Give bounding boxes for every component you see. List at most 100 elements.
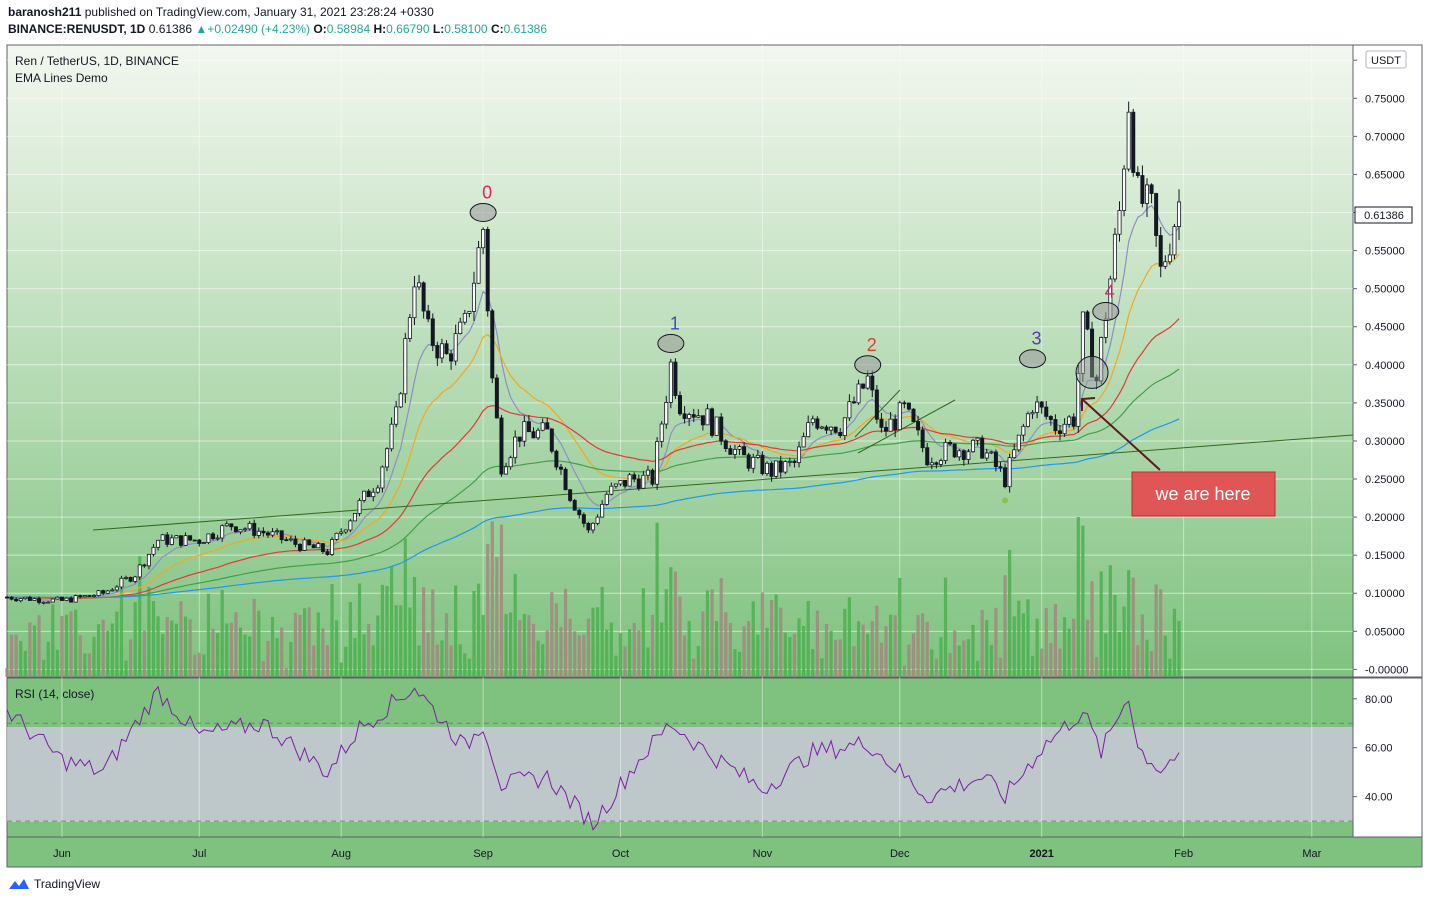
- volume-bar: [124, 660, 128, 677]
- signal-dot: [1002, 497, 1009, 504]
- x-tick-label: Dec: [890, 848, 910, 860]
- candle-body: [833, 426, 838, 433]
- volume-bar: [472, 591, 476, 677]
- publish-header: baranosh211 published on TradingView.com…: [8, 5, 434, 19]
- candle-body: [229, 523, 234, 528]
- publisher-name[interactable]: baranosh211: [8, 5, 82, 19]
- candle-body: [1172, 226, 1177, 256]
- volume-bar: [431, 589, 435, 677]
- candle-body: [650, 469, 655, 485]
- rsi-title[interactable]: RSI (14, close): [15, 687, 95, 701]
- candle-body: [792, 460, 797, 463]
- volume-bar: [458, 644, 462, 677]
- long-trendline: [92, 434, 1354, 531]
- candle-body: [664, 402, 669, 425]
- candle-body: [1048, 416, 1053, 420]
- volume-bar: [179, 601, 183, 677]
- chart-title[interactable]: Ren / TetherUS, 1D, BINANCE: [15, 54, 179, 68]
- candle-body: [806, 422, 811, 438]
- candle-body: [23, 596, 28, 600]
- candle-body: [700, 415, 705, 426]
- volume-bar: [371, 645, 375, 677]
- y-tick-label: 0.10000: [1365, 588, 1405, 600]
- volume-bar: [861, 624, 865, 677]
- symbol-name[interactable]: BINANCE:RENUSDT, 1D: [8, 22, 146, 36]
- wave-ellipse: [1092, 302, 1120, 322]
- main-pane[interactable]: [6, 44, 1354, 678]
- candle-body: [732, 448, 737, 455]
- candle-body: [609, 485, 614, 495]
- price-axis-pane[interactable]: [1352, 44, 1423, 678]
- candle-body: [467, 311, 472, 314]
- candle-body: [206, 533, 211, 543]
- indicator-title[interactable]: EMA Lines Demo: [15, 71, 108, 85]
- candle-body: [696, 415, 701, 418]
- volume-bar: [838, 639, 842, 677]
- volume-bar: [1067, 628, 1071, 677]
- rsi-band: [7, 727, 1353, 822]
- candle-body: [421, 282, 426, 312]
- wave-label: 3: [1032, 329, 1042, 349]
- candle-body: [728, 448, 733, 455]
- candle-body: [755, 454, 760, 458]
- volume-bar: [1163, 635, 1167, 677]
- volume-bar: [1021, 613, 1025, 677]
- candle-body: [916, 421, 921, 431]
- y-tick-label: 0.75000: [1365, 93, 1405, 105]
- candle-body: [884, 426, 889, 432]
- volume-bar: [669, 567, 673, 677]
- volume-bar: [1140, 614, 1145, 677]
- volume-bar: [943, 577, 948, 677]
- candle-body: [1025, 413, 1030, 427]
- candle-body: [174, 535, 179, 539]
- candle-body: [504, 466, 509, 475]
- volume-bar: [966, 639, 971, 677]
- candle-body: [1021, 425, 1026, 436]
- volume-bar: [83, 653, 87, 677]
- volume-bar: [879, 642, 884, 677]
- currency-badge[interactable]: [1365, 50, 1407, 69]
- volume-bar: [779, 607, 783, 677]
- candle-body: [1135, 172, 1140, 176]
- candle-body: [906, 402, 911, 410]
- candle-body: [600, 504, 605, 518]
- candle-body: [1012, 449, 1017, 458]
- volume-bar: [19, 640, 23, 677]
- candle-body: [1062, 423, 1067, 435]
- volume-bar: [985, 620, 989, 677]
- candle-body: [595, 516, 600, 524]
- volume-bar: [156, 616, 160, 677]
- volume-bar: [650, 614, 655, 677]
- volume-bar: [898, 577, 902, 677]
- candle-body: [971, 439, 976, 453]
- volume-bar: [1172, 608, 1177, 677]
- footer-brand[interactable]: TradingView: [8, 877, 100, 891]
- candle-body: [1044, 406, 1049, 417]
- candle-body: [1076, 372, 1081, 427]
- volume-bar: [293, 612, 298, 677]
- volume-bar: [678, 596, 682, 677]
- candle-body: [197, 539, 202, 544]
- candle-body: [430, 318, 435, 346]
- candle-body: [9, 596, 14, 600]
- candle-body: [183, 535, 188, 546]
- candle-body: [513, 436, 518, 459]
- volume-bar: [23, 650, 27, 677]
- volume-bar: [248, 636, 252, 677]
- volume-bar: [403, 538, 407, 677]
- time-axis-pane[interactable]: [6, 836, 1423, 868]
- volume-bar: [252, 599, 256, 677]
- volume-bar: [165, 617, 169, 677]
- candle-body: [284, 539, 289, 542]
- candle-body: [778, 460, 783, 473]
- volume-bar: [710, 589, 714, 677]
- volume-bar: [655, 522, 659, 677]
- volume-bar: [1035, 618, 1039, 677]
- candle-body: [737, 446, 742, 450]
- candle-body: [980, 437, 985, 459]
- volume-bar: [907, 644, 911, 677]
- candle-body: [375, 487, 380, 493]
- candle-body: [627, 474, 632, 487]
- volume-bars: [5, 517, 1181, 677]
